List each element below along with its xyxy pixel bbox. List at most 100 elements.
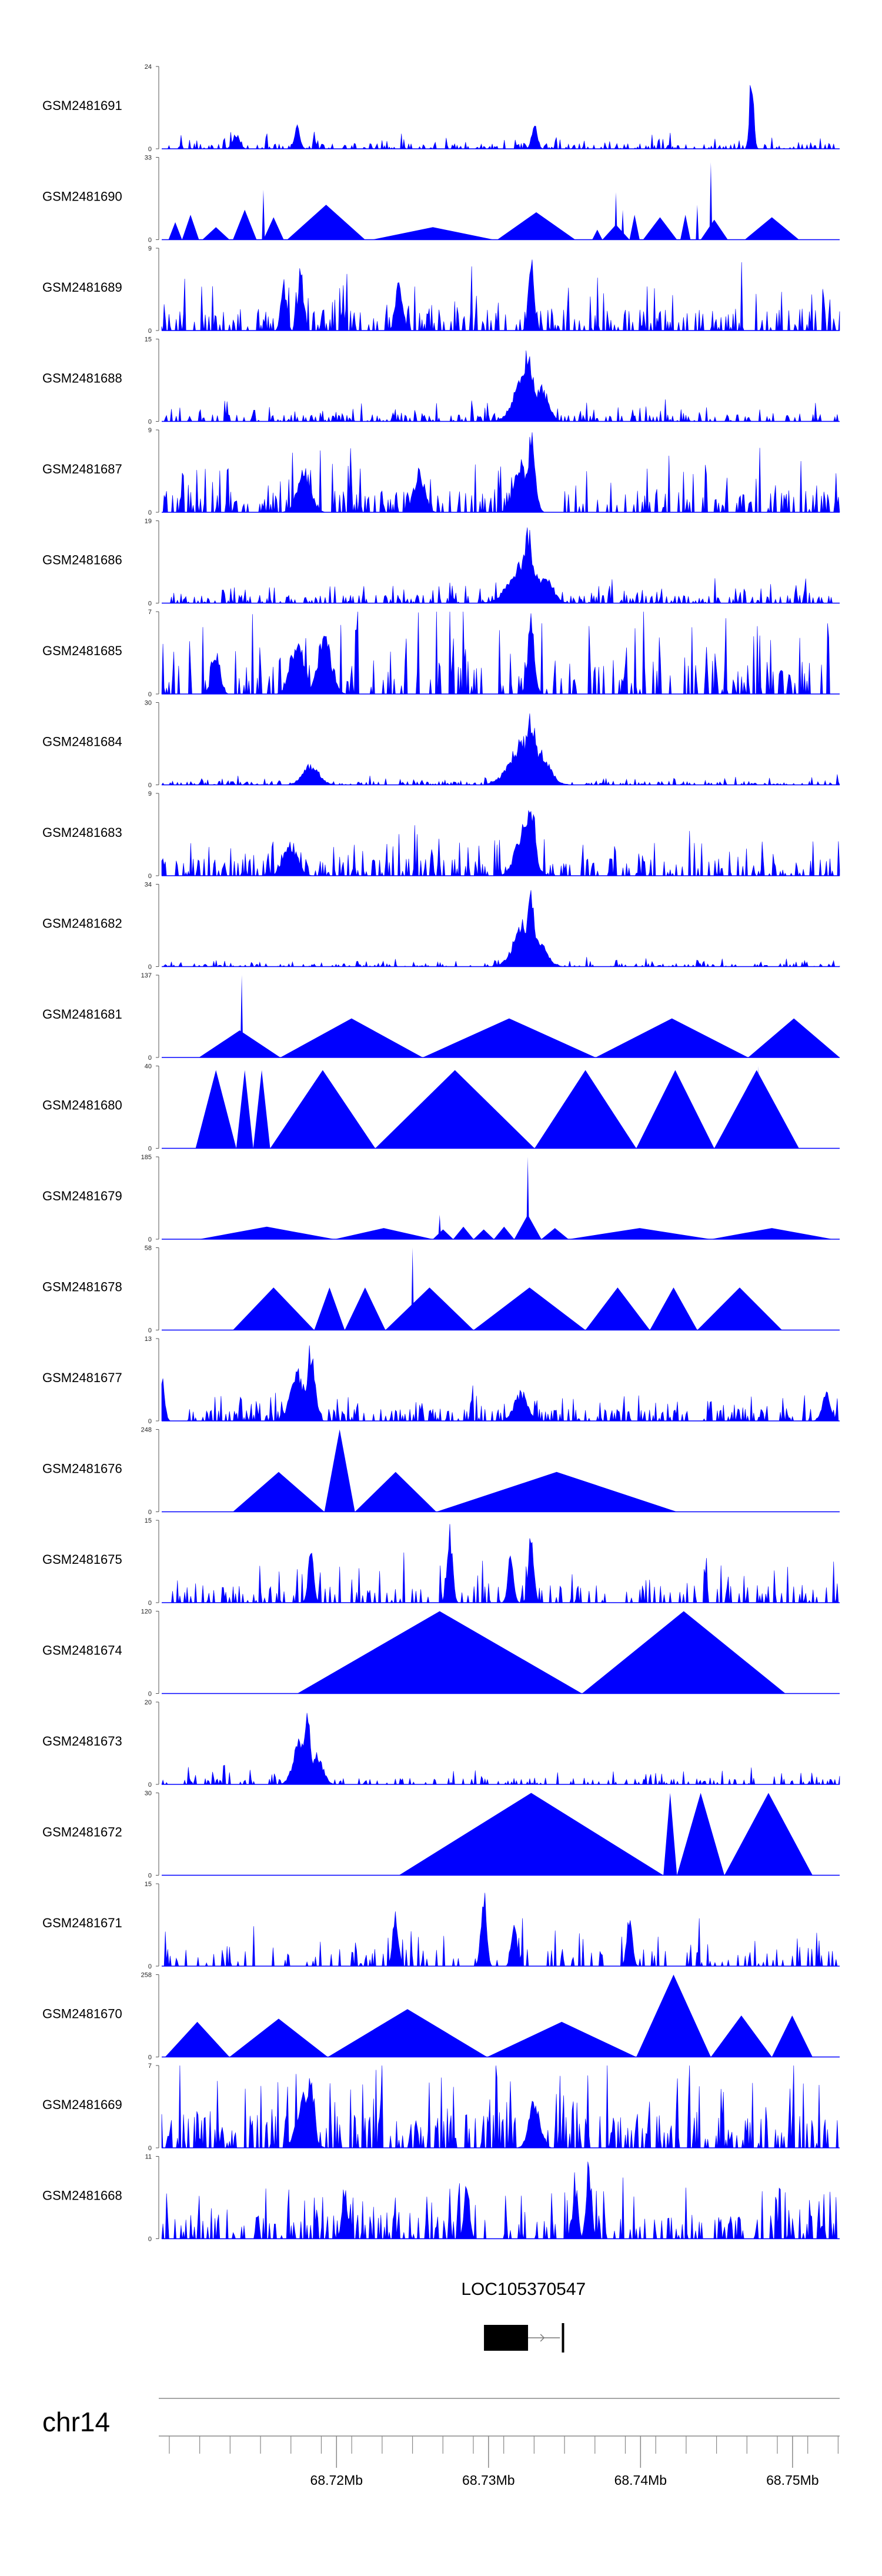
y-max-label: 34	[145, 882, 152, 889]
y-min-label: 0	[148, 1418, 152, 1425]
tick-label: 68.74Mb	[614, 2472, 667, 2488]
y-max-label: 11	[145, 2154, 152, 2161]
y-min-label: 0	[148, 873, 152, 880]
coverage-area	[161, 2161, 840, 2240]
y-min-label: 0	[148, 419, 152, 426]
coverage-spike	[614, 192, 618, 240]
y-max-label: 248	[141, 1427, 152, 1434]
y-max-label: 258	[141, 1972, 152, 1979]
chromosome-label: chr14	[42, 2407, 110, 2437]
track-label: GSM2481686	[42, 553, 122, 568]
coverage-triangle	[697, 1287, 782, 1330]
coverage-triangle	[473, 1229, 494, 1239]
coverage-triangle	[493, 1226, 514, 1239]
track-label: GSM2481683	[42, 825, 122, 840]
y-min-label: 0	[148, 1509, 152, 1516]
track-label: GSM2481678	[42, 1280, 122, 1294]
coverage-spike	[757, 1066, 760, 1149]
track-label: GSM2481675	[42, 1552, 122, 1567]
coverage-triangle	[165, 2021, 230, 2057]
coverage-triangle	[771, 2015, 813, 2057]
gene-exon	[484, 2325, 529, 2351]
coverage-triangle	[592, 229, 603, 240]
coverage-triangle	[650, 1287, 697, 1330]
y-min-label: 0	[148, 691, 152, 698]
track-label: GSM2481676	[42, 1461, 122, 1476]
y-max-label: 19	[145, 518, 152, 525]
y-min-label: 0	[148, 782, 152, 789]
coverage-triangle	[199, 1030, 280, 1057]
coverage-triangle	[385, 1287, 474, 1330]
y-min-label: 0	[148, 237, 152, 244]
y-min-label: 0	[148, 1781, 152, 1788]
coverage-triangle	[314, 1287, 345, 1330]
coverage-triangle	[643, 217, 677, 240]
coverage-triangle	[297, 1611, 582, 1694]
track-label: GSM2481689	[42, 280, 122, 295]
coverage-triangle	[724, 1793, 813, 1876]
y-max-label: 24	[145, 64, 152, 71]
coverage-area	[161, 1345, 840, 1422]
coverage-triangle	[748, 1018, 840, 1057]
y-max-label: 58	[145, 1245, 152, 1252]
coverage-triangle	[629, 215, 640, 240]
y-min-label: 0	[148, 1236, 152, 1243]
track-label: GSM2481674	[42, 1643, 122, 1658]
y-min-label: 0	[148, 1873, 152, 1880]
gene-strand-arrow	[540, 2334, 545, 2342]
coverage-spike	[438, 1214, 442, 1239]
coverage-triangle	[534, 1070, 637, 1149]
coverage-triangle	[345, 1287, 386, 1330]
coverage-spike	[240, 975, 243, 1057]
coverage-triangle	[636, 1974, 711, 2057]
coverage-triangle	[714, 1070, 799, 1149]
coverage-area	[161, 611, 840, 695]
track-label: GSM2481682	[42, 916, 122, 931]
y-max-label: 15	[145, 1881, 152, 1888]
y-max-label: 30	[145, 700, 152, 707]
track-label: GSM2481687	[42, 462, 122, 476]
coverage-triangle	[168, 222, 182, 240]
coverage-triangle	[568, 1228, 711, 1239]
y-max-label: 9	[148, 790, 152, 798]
coverage-triangle	[473, 1287, 586, 1330]
y-min-label: 0	[148, 146, 152, 153]
coverage-spike	[411, 1247, 415, 1330]
track-label: GSM2481688	[42, 371, 122, 386]
y-max-label: 7	[148, 2063, 152, 2070]
track-label: GSM2481670	[42, 2007, 122, 2021]
y-max-label: 13	[145, 1336, 152, 1343]
coverage-triangle	[744, 217, 799, 240]
coverage-area	[162, 432, 840, 513]
coverage-triangle	[636, 1070, 714, 1149]
tick-label: 68.72Mb	[310, 2472, 363, 2488]
coverage-triangle	[433, 1229, 453, 1239]
y-min-label: 0	[148, 1600, 152, 1607]
track-label: GSM2481691	[42, 98, 122, 113]
y-min-label: 0	[148, 964, 152, 971]
tick-label: 68.73Mb	[462, 2472, 515, 2488]
coverage-triangle	[710, 1228, 833, 1239]
y-min-label: 0	[148, 328, 152, 335]
y-min-label: 0	[148, 1327, 152, 1334]
coverage-triangle	[233, 1287, 315, 1330]
coverage-triangle	[375, 1070, 535, 1149]
coverage-triangle	[280, 1018, 423, 1057]
coverage-triangle	[263, 217, 284, 240]
tick-label: 68.75Mb	[766, 2472, 819, 2488]
coverage-triangle	[233, 1471, 325, 1512]
track-label: GSM2481690	[42, 189, 122, 204]
y-max-label: 7	[148, 609, 152, 616]
coverage-area	[161, 810, 840, 877]
coverage-triangle	[236, 1070, 253, 1149]
coverage-triangle	[372, 227, 494, 240]
coverage-spike	[621, 209, 624, 240]
y-max-label: 20	[145, 1699, 152, 1706]
coverage-triangle	[677, 1793, 724, 1876]
y-min-label: 0	[148, 1691, 152, 1698]
coverage-area	[162, 350, 840, 422]
y-max-label: 9	[148, 427, 152, 434]
coverage-spike	[262, 189, 265, 240]
